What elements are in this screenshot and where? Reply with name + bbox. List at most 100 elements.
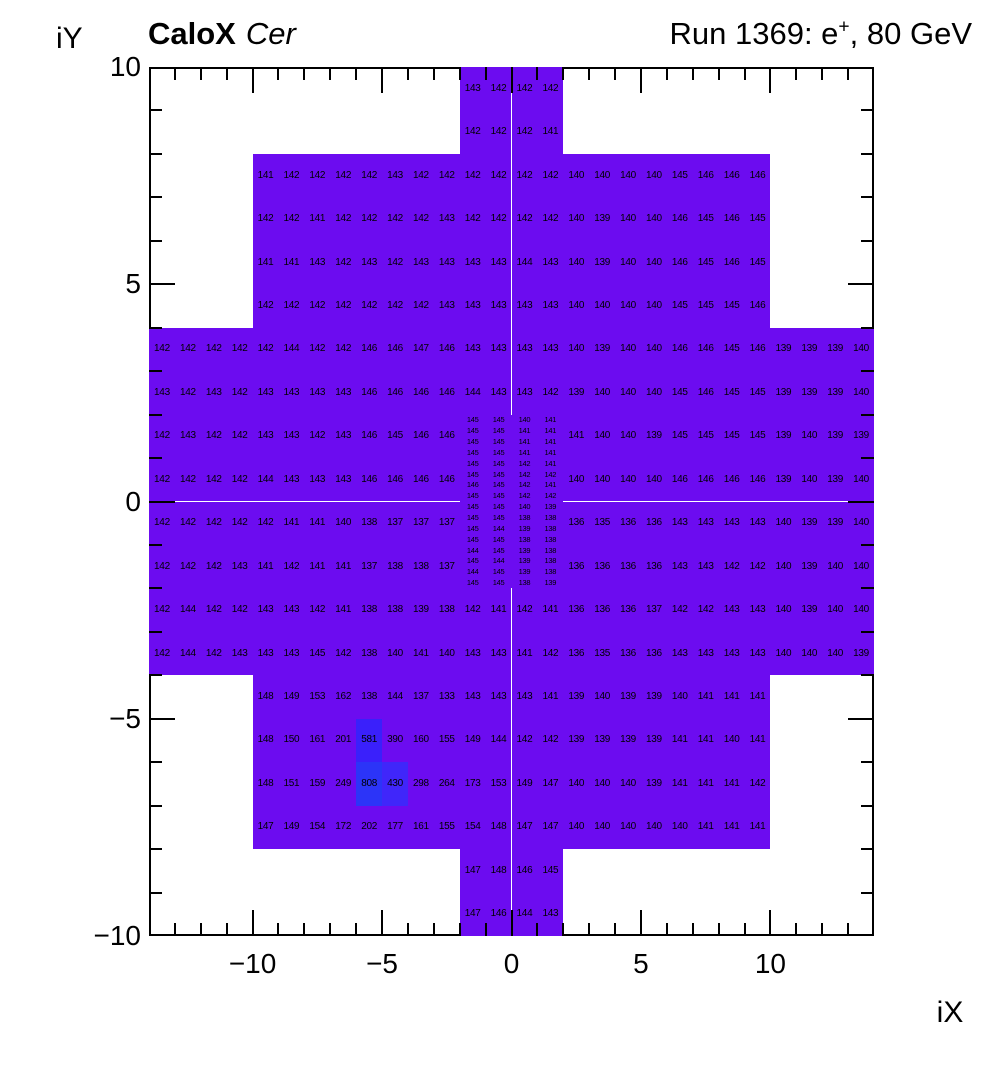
- heatmap-cell: 142: [252, 197, 279, 241]
- x-axis-tick-top: [251, 67, 254, 93]
- heatmap-cell: 137: [433, 544, 460, 589]
- heatmap-cell: 139: [589, 240, 616, 285]
- heatmap-fine-cell: 145: [485, 425, 512, 437]
- heatmap-cell: 141: [407, 631, 434, 676]
- y-axis-tick-right: [861, 457, 874, 460]
- heatmap-cell: 143: [459, 327, 486, 372]
- heatmap-fine-cell: 141: [511, 447, 538, 459]
- heatmap-cell: 140: [718, 718, 745, 763]
- heatmap-cell: 141: [252, 240, 279, 285]
- heatmap-cell: 143: [330, 414, 357, 459]
- x-axis-tick: [225, 923, 228, 936]
- heatmap-cell: 145: [718, 371, 745, 415]
- heatmap-cell: 141: [304, 197, 331, 241]
- heatmap-cell: 146: [356, 371, 383, 415]
- heatmap-cell: 142: [485, 153, 512, 198]
- y-axis-tick-right: [861, 761, 874, 764]
- heatmap-cell: 142: [407, 197, 434, 241]
- heatmap-cell: 143: [692, 631, 719, 676]
- heatmap-cell: 142: [666, 588, 693, 632]
- heatmap-cell: 139: [796, 501, 823, 545]
- heatmap-cell: 143: [744, 501, 771, 545]
- x-axis-tick-top: [536, 67, 539, 80]
- heatmap-cell: 146: [407, 458, 434, 502]
- y-tick-label: −5: [109, 702, 141, 734]
- heatmap-cell: 148: [252, 675, 279, 719]
- heatmap-cell: 142: [278, 153, 305, 198]
- heatmap-cell: 140: [770, 501, 797, 545]
- heatmap-cell: 139: [822, 371, 849, 415]
- heatmap-cell: 146: [382, 371, 408, 415]
- y-axis-tick: [149, 804, 162, 807]
- x-axis-tick: [277, 923, 280, 936]
- heatmap-cell: 142: [537, 197, 564, 241]
- heatmap-cell: 142: [511, 153, 538, 198]
- heatmap-fine-cell: 145: [459, 534, 486, 545]
- heatmap-cell: 146: [407, 414, 434, 459]
- y-axis-tick-right: [861, 152, 874, 155]
- heatmap-cell: 143: [485, 631, 512, 676]
- heatmap-cell: 148: [485, 849, 512, 893]
- heatmap-cell: 143: [278, 588, 305, 632]
- heatmap-cell: 142: [744, 762, 771, 806]
- x-axis-tick-top: [691, 67, 694, 80]
- heatmap-cell: 146: [356, 458, 383, 502]
- heatmap-cell: 146: [718, 197, 745, 241]
- x-axis-tick-top: [381, 67, 384, 93]
- heatmap-fine-cell: 145: [459, 523, 486, 535]
- heatmap-cell: 143: [330, 458, 357, 502]
- heatmap-fine-cell: 140: [511, 414, 538, 426]
- heatmap-cell: 139: [822, 327, 849, 372]
- heatmap-cell: 153: [485, 762, 512, 806]
- heatmap-cell: 140: [615, 240, 641, 285]
- heatmap-cell: 139: [822, 458, 849, 502]
- heatmap-cell: 143: [459, 67, 486, 111]
- heatmap-cell: 147: [407, 327, 434, 372]
- run-info-sup: +: [838, 16, 850, 38]
- x-axis-tick-top: [588, 67, 591, 80]
- heatmap-fine-cell: 140: [511, 501, 538, 513]
- x-axis-tick: [717, 923, 720, 936]
- heatmap-cell: 249: [330, 762, 357, 806]
- y-tick-label: −10: [93, 920, 142, 951]
- heatmap-cell: 142: [459, 153, 486, 198]
- y-axis-tick: [149, 500, 175, 503]
- heatmap-cell: 142: [382, 197, 408, 241]
- heatmap-cell: 177: [382, 805, 408, 850]
- y-axis-tick: [149, 630, 162, 633]
- heatmap-cell: 142: [459, 197, 486, 241]
- heatmap-fine-cell: 145: [459, 458, 486, 469]
- heatmap-fine-cell: 139: [537, 577, 564, 589]
- y-axis-tick: [149, 457, 162, 460]
- heatmap-cell: 149: [278, 675, 305, 719]
- y-axis-tick-right: [848, 717, 874, 720]
- heatmap-cell: 143: [537, 327, 564, 372]
- y-axis-tick-right: [861, 239, 874, 242]
- heatmap-cell: 142: [330, 197, 357, 241]
- heatmap-cell: 141: [485, 588, 512, 632]
- heatmap-cell: 142: [511, 718, 538, 763]
- heatmap-cell: 141: [718, 675, 745, 719]
- heatmap-cell: 140: [330, 501, 357, 545]
- heatmap-fine-cell: 145: [459, 447, 486, 459]
- heatmap-fine-cell: 138: [537, 566, 564, 578]
- heatmap-cell: 144: [511, 240, 538, 285]
- y-tick-label: 0: [125, 485, 141, 517]
- heatmap-cell: 140: [796, 631, 823, 676]
- heatmap-fine-cell: 145: [459, 555, 486, 567]
- heatmap-cell: 142: [511, 110, 538, 154]
- y-axis-tick: [149, 543, 162, 546]
- heatmap-cell: 145: [744, 371, 771, 415]
- x-axis-tick-top: [639, 67, 642, 93]
- heatmap-cell: 140: [848, 501, 874, 545]
- heatmap-cell: 142: [537, 153, 564, 198]
- heatmap-cell: 140: [822, 631, 849, 676]
- heatmap-cell: 142: [226, 414, 253, 459]
- heatmap-cell: 142: [149, 544, 175, 589]
- x-axis-tick-top: [743, 67, 746, 80]
- heatmap-cell: 139: [615, 718, 641, 763]
- heatmap-cell: 149: [511, 762, 538, 806]
- heatmap-cell: 140: [770, 631, 797, 676]
- heatmap-cell: 140: [589, 675, 616, 719]
- heatmap-cell: 142: [407, 153, 434, 198]
